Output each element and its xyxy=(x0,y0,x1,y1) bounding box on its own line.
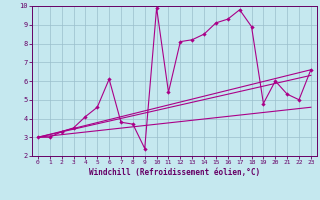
X-axis label: Windchill (Refroidissement éolien,°C): Windchill (Refroidissement éolien,°C) xyxy=(89,168,260,177)
